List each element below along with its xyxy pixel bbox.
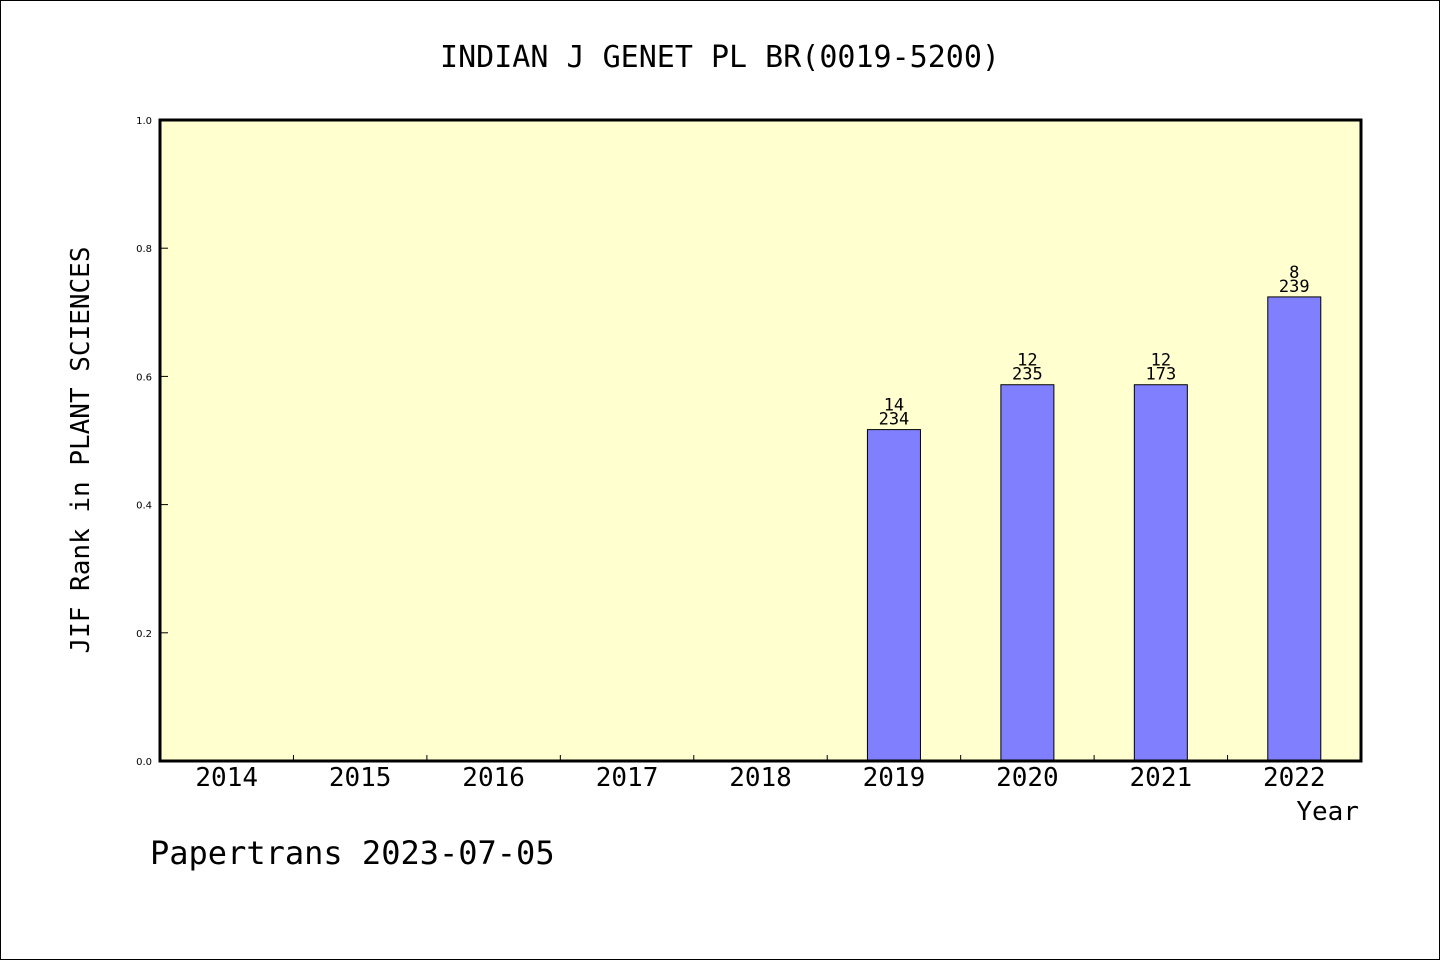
footer-text: Papertrans 2023-07-05 <box>150 834 555 872</box>
y-tick-label: 0.0 <box>136 757 152 768</box>
bar-2020 <box>1000 384 1055 762</box>
bar-rank-label: 14 <box>884 396 904 416</box>
x-tick-label: 2020 <box>996 763 1059 793</box>
y-tick-label: 0.2 <box>136 629 152 640</box>
bar-2021 <box>1133 384 1188 762</box>
y-tick-label: 0.6 <box>136 372 152 383</box>
bar-2022 <box>1267 296 1322 762</box>
bar-total-label: 235 <box>1012 365 1043 385</box>
x-tick-label: 2017 <box>596 763 659 793</box>
plot-border <box>158 118 1363 763</box>
bar-rank-label: 12 <box>1151 351 1171 371</box>
y-axis-label: JIF Rank in PLANT SCIENCES <box>66 247 96 654</box>
bar-total-label: 234 <box>879 410 910 430</box>
bar-rank-label: 12 <box>1017 351 1037 371</box>
y-tick-label: 0.4 <box>136 501 152 512</box>
x-tick-label: 2018 <box>729 763 792 793</box>
x-tick-label: 2015 <box>329 763 392 793</box>
y-tick-label: 0.8 <box>136 244 152 255</box>
x-tick-label: 2019 <box>863 763 926 793</box>
x-tick-label: 2021 <box>1130 763 1193 793</box>
x-tick-label: 2014 <box>195 763 258 793</box>
x-tick-label: 2016 <box>462 763 525 793</box>
y-tick-label: 1.0 <box>136 116 152 127</box>
bar-total-label: 173 <box>1145 365 1176 385</box>
chart-title: INDIAN J GENET PL BR(0019-5200) <box>440 40 1000 75</box>
bar-rank-label: 8 <box>1289 263 1299 283</box>
bar-total-label: 239 <box>1279 277 1310 297</box>
x-tick-label: 2022 <box>1263 763 1326 793</box>
bar-2019 <box>866 429 921 762</box>
x-axis-label: Year <box>1296 797 1359 827</box>
